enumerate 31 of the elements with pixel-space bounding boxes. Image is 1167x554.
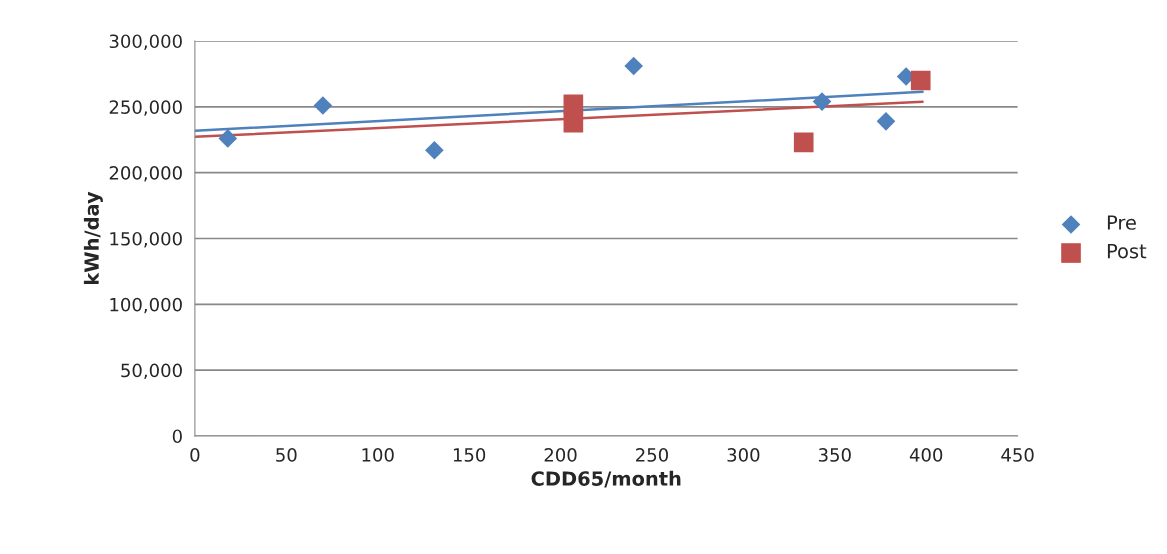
legend-label: Pre <box>1107 215 1136 230</box>
point <box>812 92 832 111</box>
y-tick-label: 250,000 <box>109 100 182 116</box>
y-tick-label: 0 <box>172 429 182 444</box>
legend-label: Post <box>1107 243 1147 259</box>
point <box>218 129 238 148</box>
point <box>910 70 931 91</box>
x-tick-label: 300 <box>727 448 760 462</box>
x-tick-label: 50 <box>276 448 297 462</box>
x-tick-label: 250 <box>636 448 668 462</box>
x-tick-label: 100 <box>362 448 394 462</box>
y-tick-label: 100,000 <box>110 297 182 314</box>
point <box>624 56 643 76</box>
point <box>563 94 584 115</box>
point <box>793 132 814 153</box>
point <box>876 112 896 131</box>
y-axis-title: kWh/day <box>83 191 103 285</box>
y-tick-label: 200,000 <box>109 166 182 182</box>
x-tick-label: 400 <box>909 448 943 462</box>
y-tick-label: 300,000 <box>109 34 182 50</box>
x-axis-title: CDD65/month <box>531 470 681 488</box>
x-tick-label: 450 <box>1001 448 1034 462</box>
point <box>563 112 584 133</box>
x-tick-label: 350 <box>818 448 851 462</box>
x-tick-label: 0 <box>190 448 200 462</box>
point <box>425 140 444 160</box>
y-tick-label: 150,000 <box>110 231 182 248</box>
x-tick-label: 150 <box>453 448 486 462</box>
point <box>313 96 333 115</box>
y-tick-label: 50,000 <box>121 363 182 380</box>
x-tick-label: 200 <box>544 448 577 462</box>
